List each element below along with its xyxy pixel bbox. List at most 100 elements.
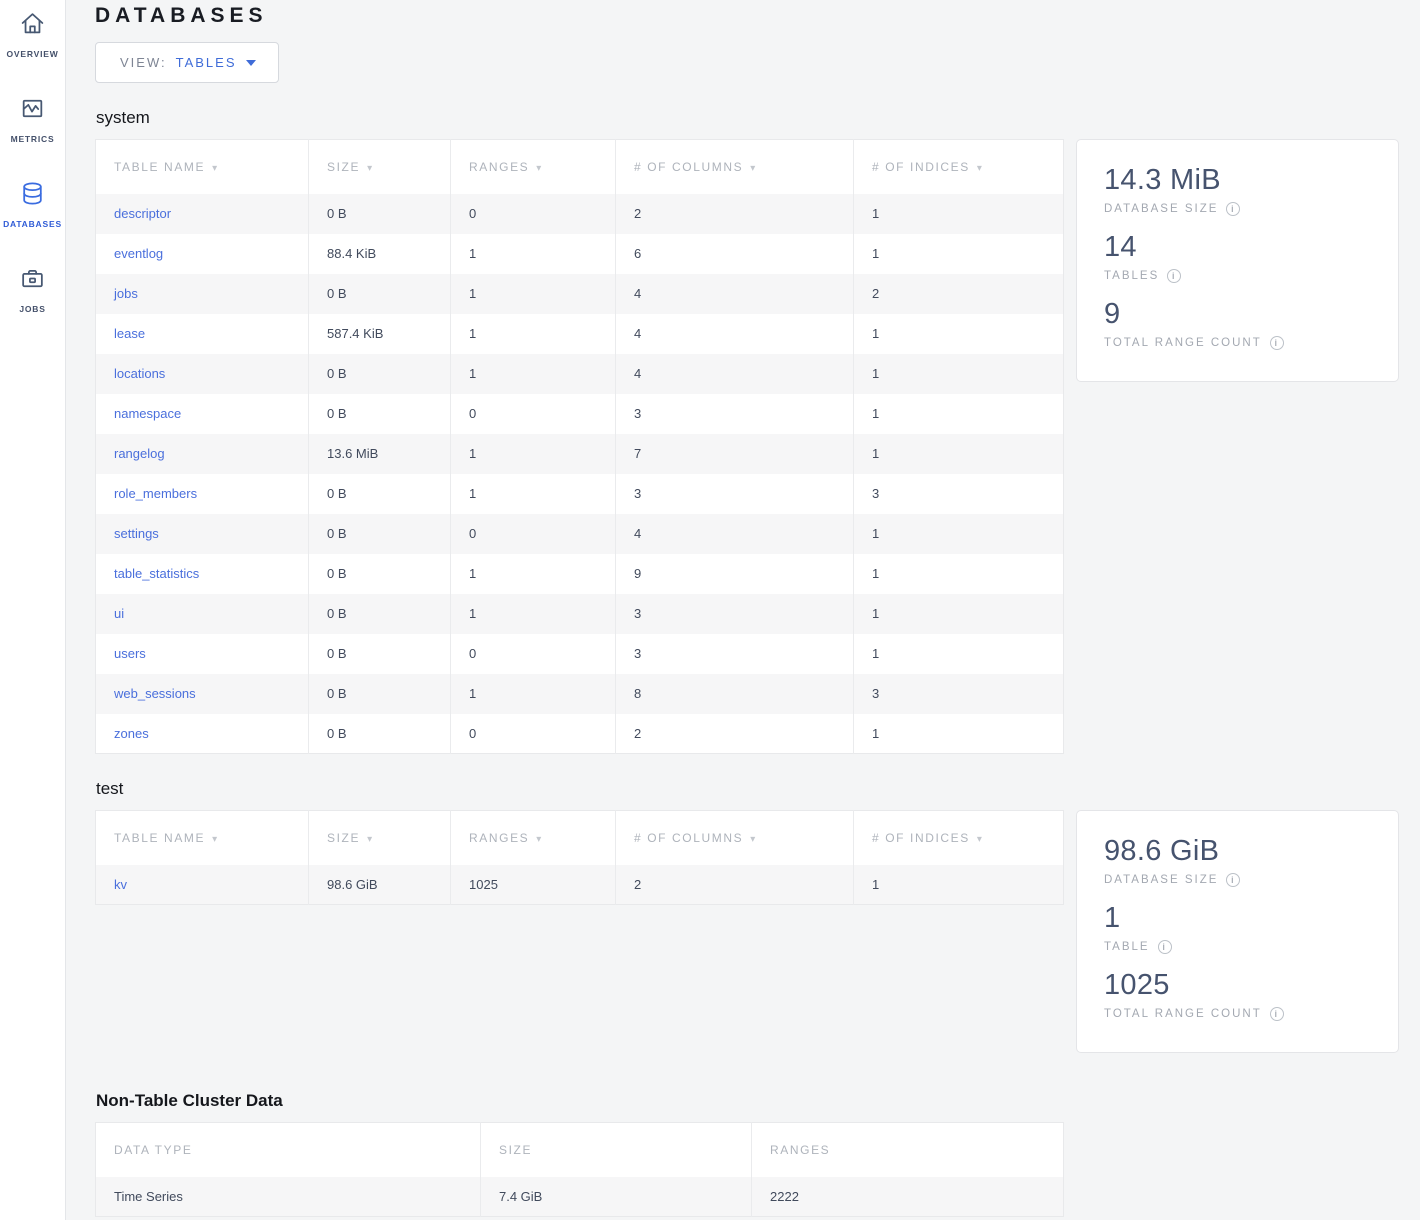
indices-count-cell: 1: [853, 393, 1064, 434]
table-link[interactable]: jobs: [114, 286, 138, 301]
table-link[interactable]: role_members: [114, 486, 198, 501]
column-header-size[interactable]: SIZE ▾: [308, 810, 451, 865]
ranges-cell: 0: [450, 393, 616, 434]
ranges-cell: 2222: [751, 1176, 1064, 1217]
sidebar-item-overview[interactable]: OVERVIEW: [0, 10, 65, 59]
sidebar-item-label: METRICS: [10, 134, 55, 144]
column-header-ranges[interactable]: RANGES ▾: [450, 139, 616, 194]
table-name-cell: eventlog: [96, 234, 309, 274]
table-name-cell: table_statistics: [96, 554, 309, 594]
column-header-size[interactable]: SIZE ▾: [308, 139, 451, 194]
column-header-num-indices[interactable]: # OF INDICES ▾: [853, 810, 1064, 865]
columns-count-cell: 2: [615, 864, 854, 905]
stat-label: TOTAL RANGE COUNT: [1104, 1008, 1262, 1020]
sidebar-item-databases[interactable]: DATABASES: [0, 180, 65, 229]
table-link[interactable]: kv: [114, 876, 127, 892]
column-header-label: SIZE: [499, 1142, 533, 1157]
column-header-label: # OF INDICES: [872, 159, 970, 174]
info-icon[interactable]: i: [1157, 940, 1172, 954]
table-header-row: TABLE NAME ▾ SIZE ▾ RANGES ▾ # OF COLUMNS ▾ …: [95, 139, 1064, 194]
stat-value: 9: [1104, 298, 1121, 330]
stat-value: 14.3 MiB: [1104, 164, 1221, 196]
column-header-num-columns[interactable]: # OF COLUMNS ▾: [615, 810, 854, 865]
column-header-ranges[interactable]: RANGES ▾: [450, 810, 616, 865]
view-selector-value: TABLES: [175, 55, 237, 70]
sort-caret-icon: ▾: [536, 162, 543, 174]
info-icon[interactable]: i: [1167, 269, 1182, 283]
table-link[interactable]: namespace: [114, 406, 182, 421]
info-icon[interactable]: i: [1226, 873, 1241, 887]
table-name-cell: users: [96, 634, 309, 674]
column-header-label: RANGES: [469, 830, 530, 845]
column-header-num-columns[interactable]: # OF COLUMNS ▾: [615, 139, 854, 194]
table-row: web_sessions 0 B 1 8 3: [95, 673, 1064, 714]
table-name-cell: settings: [96, 514, 309, 554]
columns-count-cell: 4: [615, 313, 854, 354]
column-header-label: DATA TYPE: [114, 1142, 193, 1157]
table-link[interactable]: web_sessions: [114, 686, 196, 701]
database-heading-test: test: [96, 779, 124, 798]
columns-count-cell: 2: [615, 193, 854, 234]
table-link[interactable]: table_statistics: [114, 566, 200, 581]
sidebar-item-jobs[interactable]: JOBS: [0, 265, 65, 314]
table-row: locations 0 B 1 4 1: [95, 353, 1064, 394]
briefcase-icon: [19, 265, 46, 297]
data-type-cell: Time Series: [114, 1188, 183, 1204]
table-link[interactable]: settings: [114, 526, 159, 541]
view-selector-prefix: VIEW:: [120, 55, 167, 70]
info-icon[interactable]: i: [1226, 202, 1241, 216]
non-table-cluster-data-table: DATA TYPE SIZE RANGES Time Series 7.4 Gi…: [95, 1122, 1064, 1217]
sort-caret-icon: ▾: [976, 833, 984, 845]
column-header-table-name[interactable]: TABLE NAME ▾: [95, 810, 309, 865]
database-icon: [19, 180, 46, 212]
columns-count-cell: 3: [615, 393, 854, 434]
stat-database-size: 14.3 MiB DATABASE SIZE i: [1104, 163, 1378, 216]
column-header-data-type: DATA TYPE: [95, 1122, 481, 1177]
size-cell: 0 B: [308, 593, 451, 634]
column-header-label: TABLE NAME: [114, 159, 206, 174]
stat-total-range-count: 9 TOTAL RANGE COUNT i: [1104, 297, 1378, 350]
size-cell: 0 B: [308, 353, 451, 394]
test-tables-table: TABLE NAME ▾ SIZE ▾ RANGES ▾ # OF COLUMNS ▾ …: [95, 810, 1064, 905]
table-name-cell: rangelog: [96, 434, 309, 474]
table-link[interactable]: locations: [114, 366, 166, 381]
table-link[interactable]: users: [114, 646, 146, 661]
indices-count-cell: 1: [853, 593, 1064, 634]
columns-count-cell: 8: [615, 673, 854, 714]
table-header-row: TABLE NAME ▾ SIZE ▾ RANGES ▾ # OF COLUMNS ▾ …: [95, 810, 1064, 865]
info-icon[interactable]: i: [1269, 1007, 1284, 1021]
ranges-cell: 0: [450, 633, 616, 674]
table-link[interactable]: lease: [114, 326, 146, 341]
column-header-num-indices[interactable]: # OF INDICES ▾: [853, 139, 1064, 194]
table-name-cell: ui: [96, 594, 309, 634]
table-link[interactable]: ui: [114, 606, 125, 621]
columns-count-cell: 2: [615, 713, 854, 754]
table-link[interactable]: rangelog: [114, 446, 165, 461]
table-row: eventlog 88.4 KiB 1 6 1: [95, 233, 1064, 274]
stat-value: 14: [1104, 231, 1137, 263]
table-name-cell: role_members: [96, 474, 309, 514]
ranges-cell: 0: [450, 193, 616, 234]
table-name-cell: jobs: [96, 274, 309, 314]
table-link[interactable]: descriptor: [114, 206, 172, 221]
indices-count-cell: 3: [853, 673, 1064, 714]
table-row: jobs 0 B 1 4 2: [95, 273, 1064, 314]
size-cell: 88.4 KiB: [308, 233, 451, 274]
system-summary-card: 14.3 MiB DATABASE SIZE i 14 TABLES i 9 TOT…: [1076, 139, 1399, 382]
stat-label: TABLE: [1104, 941, 1150, 953]
info-icon[interactable]: i: [1269, 336, 1284, 350]
sort-caret-icon: ▾: [750, 833, 757, 845]
table-link[interactable]: eventlog: [114, 246, 164, 261]
table-link[interactable]: zones: [114, 725, 149, 741]
column-header-label: RANGES: [770, 1142, 831, 1157]
columns-count-cell: 3: [615, 593, 854, 634]
sidebar-item-metrics[interactable]: METRICS: [0, 95, 65, 144]
indices-count-cell: 1: [853, 864, 1064, 905]
ranges-cell: 1: [450, 233, 616, 274]
table-row: users 0 B 0 3 1: [95, 633, 1064, 674]
columns-count-cell: 9: [615, 553, 854, 594]
column-header-table-name[interactable]: TABLE NAME ▾: [95, 139, 309, 194]
indices-count-cell: 2: [853, 273, 1064, 314]
view-selector-dropdown[interactable]: VIEW: TABLES: [95, 42, 279, 83]
sidebar: OVERVIEW METRICS DATABASES JOBS: [0, 0, 66, 1220]
